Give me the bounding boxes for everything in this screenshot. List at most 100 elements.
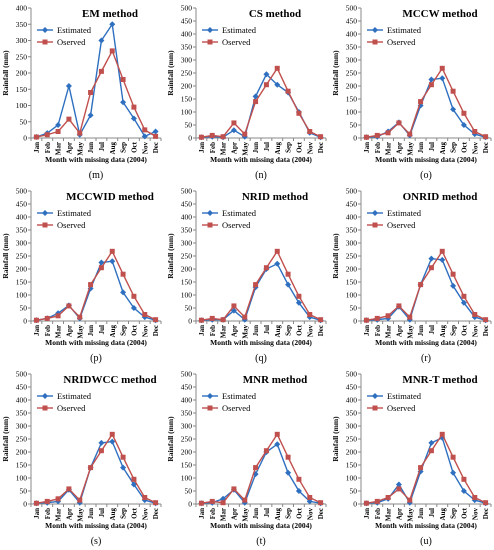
y-tick-label: 50 bbox=[185, 304, 193, 313]
data-point bbox=[109, 48, 115, 54]
y-axis-title: Rainfall (mm) bbox=[331, 416, 340, 462]
x-axis-title: Month with missing data (2004) bbox=[45, 155, 147, 164]
legend-label: Oserved bbox=[222, 220, 251, 230]
y-tick-label: 450 bbox=[181, 383, 193, 392]
legend-marker bbox=[207, 405, 213, 411]
y-tick-label: 450 bbox=[16, 200, 28, 209]
data-point bbox=[396, 120, 402, 126]
y-tick-label: 350 bbox=[181, 226, 193, 235]
data-point bbox=[460, 299, 467, 306]
y-tick-label: 0 bbox=[353, 317, 357, 326]
data-point bbox=[274, 260, 281, 267]
legend-marker bbox=[42, 393, 48, 399]
x-tick-label: Jan bbox=[33, 142, 41, 153]
x-axis-title: Month with missing data (2004) bbox=[45, 338, 147, 347]
y-tick-label: 300 bbox=[346, 56, 358, 65]
y-tick-label: 200 bbox=[181, 448, 193, 457]
data-point bbox=[285, 469, 292, 476]
data-point bbox=[363, 134, 369, 140]
data-point bbox=[231, 120, 237, 126]
data-point bbox=[460, 488, 467, 494]
legend-marker bbox=[207, 27, 213, 33]
data-point bbox=[428, 448, 434, 454]
data-point bbox=[231, 303, 237, 309]
legend-label: Estimated bbox=[222, 25, 257, 35]
x-tick-label: Mar bbox=[385, 325, 393, 338]
data-point bbox=[363, 317, 369, 323]
data-point bbox=[120, 99, 127, 106]
data-point bbox=[396, 303, 402, 309]
data-point bbox=[439, 65, 445, 71]
y-tick-label: 50 bbox=[350, 121, 358, 130]
y-tick-label: 100 bbox=[16, 474, 28, 483]
data-point bbox=[44, 132, 50, 138]
x-tick-label: May bbox=[76, 508, 84, 522]
legend-label: Oserved bbox=[57, 37, 86, 47]
x-tick-label: Aug bbox=[109, 325, 117, 338]
x-tick-label: Jun bbox=[87, 508, 95, 519]
legend-label: Estimated bbox=[387, 391, 422, 401]
y-tick-label: 500 bbox=[16, 187, 28, 196]
y-tick-label: 100 bbox=[181, 108, 193, 117]
data-point bbox=[33, 500, 39, 506]
data-point bbox=[318, 134, 324, 140]
data-point bbox=[363, 500, 369, 506]
y-tick-label: 150 bbox=[346, 461, 358, 470]
y-tick-label: 500 bbox=[181, 4, 193, 13]
y-tick-label: 250 bbox=[16, 435, 28, 444]
x-tick-label: Aug bbox=[439, 508, 447, 521]
x-axis-title: Month with missing data (2004) bbox=[210, 521, 312, 530]
y-tick-label: 350 bbox=[181, 409, 193, 418]
data-point bbox=[55, 129, 61, 134]
x-tick-label: Feb bbox=[374, 325, 382, 336]
legend-marker bbox=[207, 222, 213, 228]
y-tick-label: 0 bbox=[23, 134, 27, 143]
y-tick-label: 50 bbox=[185, 487, 193, 496]
data-point bbox=[407, 131, 413, 137]
legend-label: Estimated bbox=[57, 25, 92, 35]
legend-label: Oserved bbox=[387, 37, 416, 47]
x-tick-label: Sep bbox=[450, 508, 458, 519]
x-tick-label: Oct bbox=[295, 141, 303, 153]
x-tick-label: May bbox=[406, 508, 414, 522]
y-tick-label: 200 bbox=[346, 448, 358, 457]
y-tick-label: 300 bbox=[16, 422, 28, 431]
y-tick-label: 350 bbox=[16, 226, 28, 235]
series-line bbox=[366, 77, 486, 138]
legend-label: Oserved bbox=[222, 37, 251, 47]
data-point bbox=[230, 307, 237, 314]
chart-title: ONRID method bbox=[403, 191, 478, 203]
data-point bbox=[460, 122, 467, 128]
y-tick-label: 150 bbox=[181, 278, 193, 287]
data-point bbox=[253, 465, 259, 471]
data-point bbox=[274, 248, 280, 254]
legend-label: Estimated bbox=[57, 208, 92, 218]
series-line bbox=[36, 440, 156, 505]
x-tick-label: Oct bbox=[460, 324, 468, 336]
chart-title: MNR-T method bbox=[402, 374, 477, 386]
chart-title: MCCW method bbox=[402, 8, 477, 20]
y-tick-label: 300 bbox=[346, 239, 358, 248]
y-tick-label: 250 bbox=[181, 252, 193, 261]
data-point bbox=[461, 110, 467, 116]
data-point bbox=[242, 131, 248, 137]
data-point bbox=[88, 465, 94, 471]
y-tick-label: 0 bbox=[353, 500, 357, 509]
x-tick-label: Nov bbox=[141, 508, 149, 521]
x-tick-label: Aug bbox=[109, 508, 117, 521]
y-tick-label: 200 bbox=[181, 265, 193, 274]
x-tick-label: Jul bbox=[98, 508, 106, 517]
panel-caption: (s) bbox=[91, 536, 102, 547]
y-tick-label: 200 bbox=[181, 82, 193, 91]
chart-title: NRIDWCC method bbox=[63, 374, 156, 386]
x-tick-label: Jan bbox=[363, 508, 371, 519]
data-point bbox=[374, 498, 380, 504]
data-point bbox=[198, 134, 204, 140]
data-point bbox=[439, 248, 445, 254]
data-point bbox=[428, 255, 435, 262]
series-line bbox=[201, 443, 321, 505]
y-tick-label: 350 bbox=[346, 43, 358, 52]
data-point bbox=[77, 314, 83, 320]
chart-title: MCCWID method bbox=[66, 191, 154, 203]
y-axis-title: Rainfall (mm) bbox=[331, 50, 340, 96]
